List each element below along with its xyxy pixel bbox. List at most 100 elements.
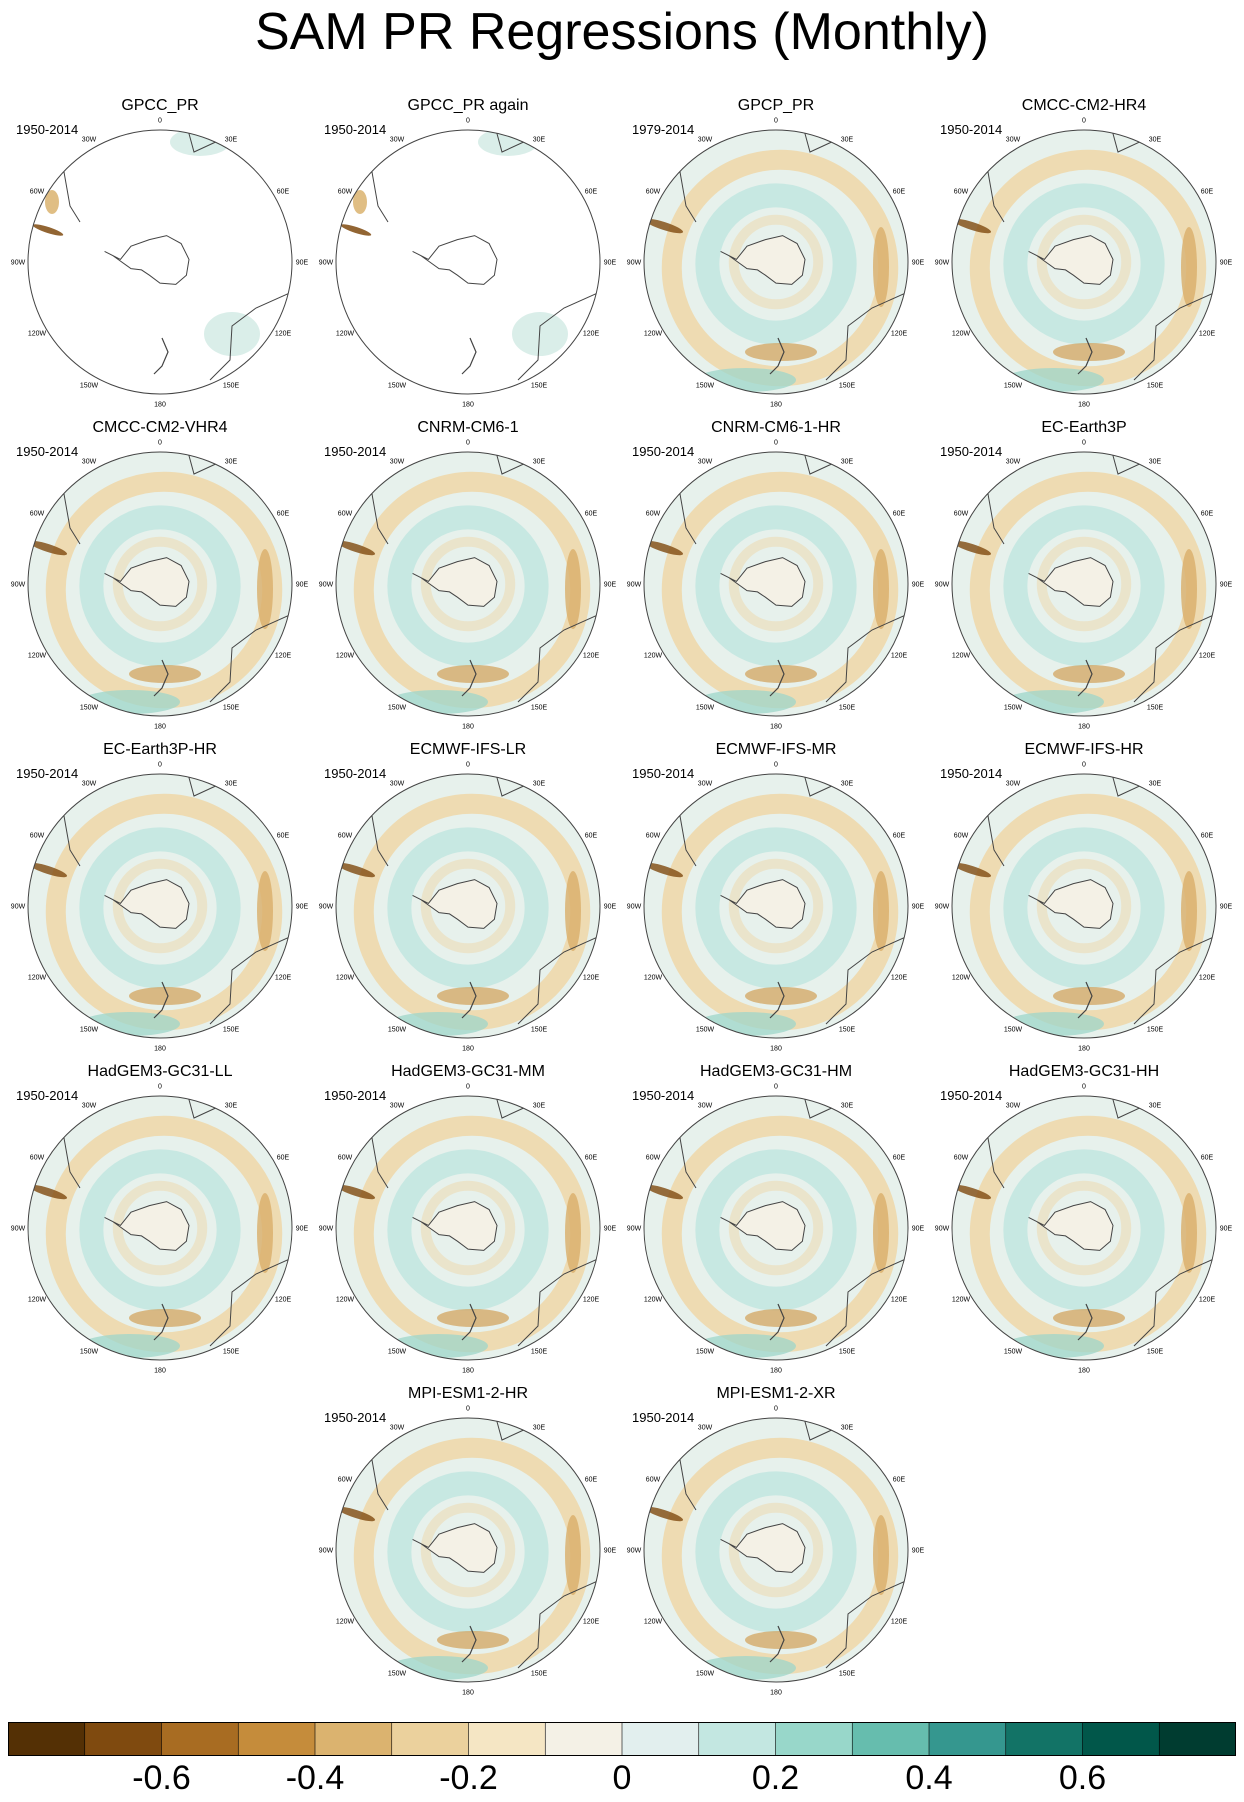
field-wet-ring xyxy=(1003,183,1165,345)
field-dry-patch-andes xyxy=(952,218,992,234)
map-border xyxy=(27,129,293,395)
field-dry-band-east xyxy=(565,871,581,951)
longitude-label: 150W xyxy=(1004,383,1023,390)
map-border xyxy=(643,1095,909,1361)
australia-coastline xyxy=(209,1257,292,1347)
longitude-label: 60E xyxy=(1201,833,1214,840)
new-zealand-coastline xyxy=(769,337,785,375)
panel-period: 1950-2014 xyxy=(632,766,695,781)
longitude-label: 60E xyxy=(893,1155,906,1162)
africa-coastline xyxy=(187,452,221,475)
new-zealand-coastline xyxy=(153,659,169,697)
colorbar-swatch xyxy=(698,1722,776,1756)
longitude-label: 120E xyxy=(891,1619,908,1626)
longitude-label: 30E xyxy=(1149,1103,1162,1110)
longitude-label: 120W xyxy=(336,653,355,660)
panel-title: MPI-ESM1-2-XR xyxy=(716,1385,836,1402)
new-zealand-coastline xyxy=(1077,981,1093,1019)
longitude-label: 150E xyxy=(839,383,856,390)
africa-coastline xyxy=(495,130,529,153)
longitude-label: 120W xyxy=(952,653,971,660)
new-zealand-coastline xyxy=(461,981,477,1019)
new-zealand-coastline xyxy=(1077,1303,1093,1341)
longitude-label: 180 xyxy=(770,1368,782,1375)
longitude-label: 30E xyxy=(841,1425,854,1432)
longitude-label: 150W xyxy=(696,1027,715,1034)
colorbar-swatch xyxy=(1159,1722,1237,1756)
longitude-label: 150W xyxy=(388,383,407,390)
longitude-label: 120E xyxy=(583,975,600,982)
field-dry-band-south xyxy=(745,987,817,1005)
panel-period: 1979-2014 xyxy=(632,122,695,137)
longitude-label: 120W xyxy=(28,331,47,338)
land-field-south-america xyxy=(353,190,367,214)
longitude-label: 90W xyxy=(319,1548,334,1555)
panel-period: 1950-2014 xyxy=(324,1410,387,1425)
map-panel: CMCC-CM2-HR4 1950-2014 0 30E 60E 90E 120E 150E 1… xyxy=(934,96,1234,409)
field-wet-ring xyxy=(387,1149,549,1311)
antarctica-coastline xyxy=(720,235,806,285)
panel-title: GPCC_PR xyxy=(121,97,199,114)
colorbar-swatch xyxy=(852,1722,930,1756)
longitude-label: 90E xyxy=(296,260,309,267)
longitude-label: 150E xyxy=(839,705,856,712)
field-dry-band-east xyxy=(257,871,273,951)
longitude-label: 150W xyxy=(388,705,407,712)
longitude-label: 60E xyxy=(277,511,290,518)
antarctica-coastline xyxy=(720,1201,806,1251)
longitude-label: 150E xyxy=(1147,1349,1164,1356)
longitude-label: 150W xyxy=(696,705,715,712)
longitude-label: 0 xyxy=(1082,762,1086,769)
longitude-label: 30E xyxy=(841,781,854,788)
longitude-label: 30W xyxy=(82,137,97,144)
longitude-label: 120E xyxy=(275,331,292,338)
field-wet-ring xyxy=(79,827,241,989)
field-inner-ring xyxy=(112,536,208,632)
colorbar-swatch xyxy=(84,1722,162,1756)
australia-coastline xyxy=(1133,935,1216,1025)
longitude-label: 60E xyxy=(277,1155,290,1162)
field-dry-band-south xyxy=(437,987,509,1005)
longitude-label: 120E xyxy=(891,975,908,982)
longitude-label: 0 xyxy=(158,118,162,125)
field-inner-ring xyxy=(1036,858,1132,954)
map-border xyxy=(335,1095,601,1361)
longitude-label: 150W xyxy=(80,383,99,390)
polar-map: 0 30E 60E 90E 120E 150E 180 150W 120W 90W 60W 30W xyxy=(627,1406,925,1697)
longitude-label: 90W xyxy=(319,904,334,911)
australia-coastline xyxy=(209,613,292,703)
africa-coastline xyxy=(495,1096,529,1119)
longitude-label: 180 xyxy=(154,1046,166,1053)
map-panel: CNRM-CM6-1-HR 1950-2014 0 30E 60E 90E 120E 150E… xyxy=(626,418,926,731)
field-inner-ring xyxy=(1036,214,1132,310)
australia-coastline xyxy=(209,935,292,1025)
field-wet-ring xyxy=(695,183,857,345)
longitude-label: 30E xyxy=(225,781,238,788)
longitude-label: 30W xyxy=(1006,137,1021,144)
new-zealand-coastline xyxy=(461,1303,477,1341)
longitude-label: 60E xyxy=(585,189,598,196)
polar-map: 0 30E 60E 90E 120E 150E 180 150W 120W 90W 60W 30W xyxy=(627,1084,925,1375)
polar-map: 0 30E 60E 90E 120E 150E 180 150W 120W 90W 60W 30W xyxy=(627,762,925,1053)
field-dry-band-south xyxy=(129,665,201,683)
longitude-label: 30W xyxy=(1006,781,1021,788)
longitude-label: 60E xyxy=(585,511,598,518)
longitude-label: 60W xyxy=(338,511,353,518)
australia-coastline xyxy=(209,291,292,381)
colorbar-swatch xyxy=(391,1722,469,1756)
colorbar-tick-label: -0.6 xyxy=(132,1759,191,1797)
map-panel: MPI-ESM1-2-XR 1950-2014 0 30E 60E 90E 120E 150E… xyxy=(626,1384,926,1697)
field-wet-ring xyxy=(695,505,857,667)
longitude-label: 30E xyxy=(841,459,854,466)
land-field-andes xyxy=(340,224,372,236)
longitude-label: 30E xyxy=(225,1103,238,1110)
panel-period: 1950-2014 xyxy=(940,444,1003,459)
antarctica-coastline xyxy=(720,557,806,607)
field-dry-band-east xyxy=(257,549,273,629)
colorbar-swatch xyxy=(545,1722,623,1756)
field-dry-patch-andes xyxy=(28,1184,68,1200)
map-border xyxy=(335,773,601,1039)
map-border xyxy=(27,773,293,1039)
map-panel: EC-Earth3P-HR 1950-2014 0 30E 60E 90E 120E 150E… xyxy=(10,740,310,1053)
page-title: SAM PR Regressions (Monthly) xyxy=(255,3,989,61)
